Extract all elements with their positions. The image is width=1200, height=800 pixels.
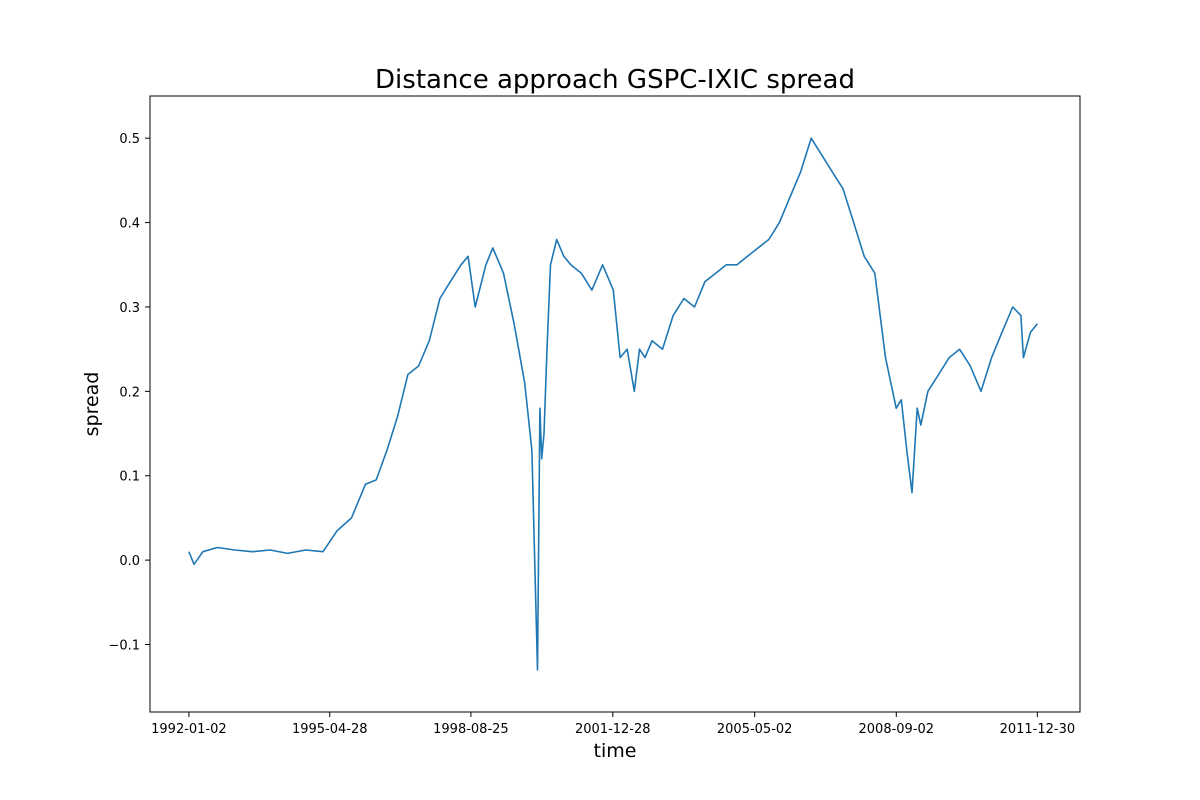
chart-title: Distance approach GSPC-IXIC spread <box>375 65 855 95</box>
y-axis: −0.1 0.0 0.1 0.2 0.3 0.4 0.5 <box>108 132 150 653</box>
plot-area <box>188 137 1039 671</box>
x-tick-label: 2005-05-02 <box>717 722 793 737</box>
x-tick-label: 1992-01-02 <box>151 722 227 737</box>
y-axis-label: spread <box>81 372 103 437</box>
y-tick-label: 0.4 <box>119 217 140 232</box>
x-axis-label: time <box>594 740 637 762</box>
x-tick-label: 1995-04-28 <box>292 722 368 737</box>
y-tick-label: 0.1 <box>119 470 140 485</box>
x-tick-label: 1998-08-25 <box>433 722 509 737</box>
x-axis: 1992-01-02 1995-04-28 1998-08-25 2001-12-28… <box>151 712 1075 737</box>
y-tick-label: −0.1 <box>108 638 140 653</box>
series-line <box>188 137 1039 671</box>
y-tick-label: 0.3 <box>119 301 140 316</box>
plot-frame <box>149 95 1081 713</box>
x-tick-label: 2001-12-28 <box>575 722 651 737</box>
y-tick-label: 0.5 <box>119 132 140 147</box>
x-tick-label: 2008-09-02 <box>859 722 935 737</box>
x-tick-label: 2011-12-30 <box>1000 722 1076 737</box>
y-tick-label: 0.0 <box>119 554 140 569</box>
y-tick-label: 0.2 <box>119 385 140 400</box>
